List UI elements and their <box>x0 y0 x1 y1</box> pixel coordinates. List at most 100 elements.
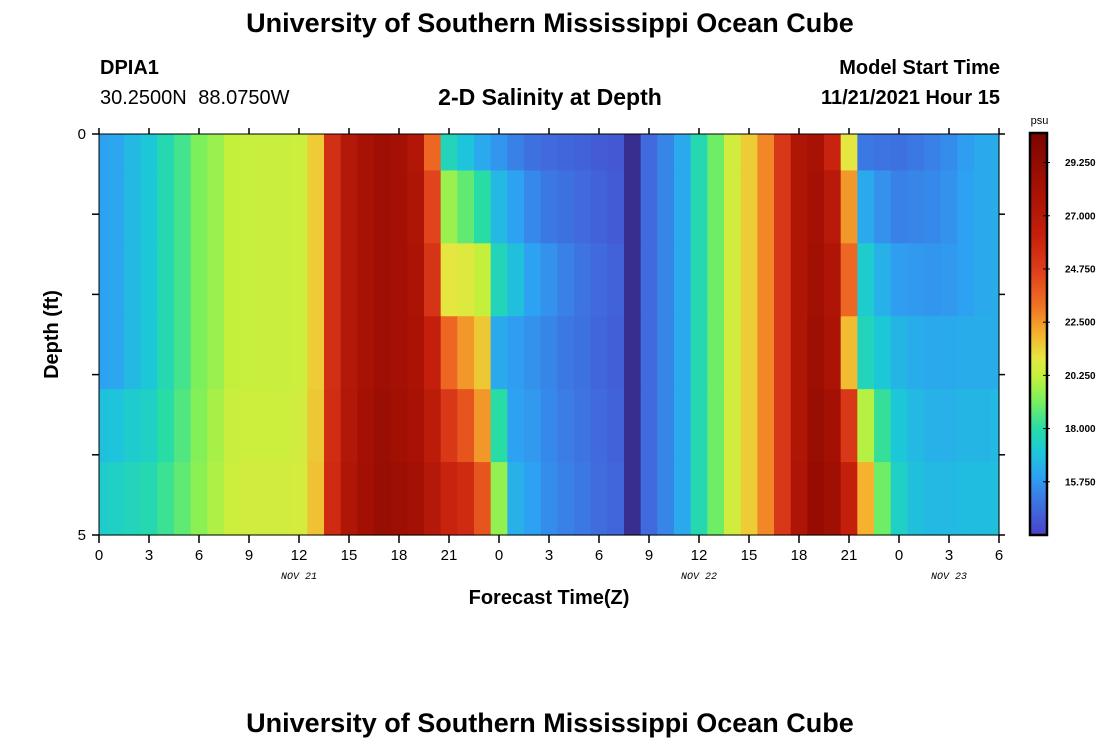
heatmap-cell <box>957 462 975 536</box>
heatmap-cell <box>540 462 558 536</box>
heatmap-cell <box>490 170 508 244</box>
heatmap-cell <box>257 243 275 317</box>
heatmap-cell <box>507 316 525 390</box>
heatmap-cell <box>140 462 158 536</box>
heatmap-cell <box>707 316 725 390</box>
heatmap-cell <box>157 389 175 463</box>
heatmap-cell <box>924 170 942 244</box>
heatmap-cell <box>557 316 575 390</box>
heatmap-cell <box>290 170 308 244</box>
heatmap-cell <box>124 134 142 172</box>
heatmap-cell <box>440 170 458 244</box>
heatmap-cell <box>224 243 242 317</box>
heatmap-cell <box>657 243 675 317</box>
heatmap-cell <box>657 134 675 172</box>
x-date-label: NOV 23 <box>931 572 967 583</box>
heatmap-cell <box>940 389 958 463</box>
heatmap-cell <box>274 462 292 536</box>
heatmap-cell <box>224 134 242 172</box>
heatmap-cell <box>374 316 392 390</box>
heatmap-cell <box>490 389 508 463</box>
x-tick-label: 0 <box>95 547 103 564</box>
heatmap-cell <box>990 462 1000 536</box>
heatmap-cell <box>624 243 642 317</box>
heatmap-cell <box>607 316 625 390</box>
heatmap-cell <box>574 170 592 244</box>
heatmap-cell <box>99 243 108 317</box>
heatmap-cell <box>907 316 925 390</box>
heatmap-cell <box>674 462 692 536</box>
heatmap-cell <box>974 462 992 536</box>
heatmap-cell <box>724 316 742 390</box>
heatmap-cell <box>99 462 108 536</box>
heatmap-cell <box>707 389 725 463</box>
heatmap-cell <box>390 462 408 536</box>
heatmap-cell <box>190 316 208 390</box>
heatmap-cell <box>140 243 158 317</box>
heatmap-cell <box>907 134 925 172</box>
heatmap-cell <box>524 170 542 244</box>
heatmap-cell <box>140 389 158 463</box>
heatmap-cell <box>407 243 425 317</box>
heatmap-cell <box>457 170 475 244</box>
heatmap-cell <box>324 462 342 536</box>
heatmap-cell <box>240 134 258 172</box>
x-tick-label: 0 <box>495 547 503 564</box>
heatmap-cell <box>740 170 758 244</box>
heatmap-cell <box>590 243 608 317</box>
heatmap-cell <box>924 389 942 463</box>
colorbar-label: 18.000 <box>1065 424 1096 435</box>
heatmap-cell <box>574 389 592 463</box>
heatmap-cell <box>324 316 342 390</box>
heatmap-cell <box>624 462 642 536</box>
heatmap-cell <box>374 243 392 317</box>
heatmap-cell <box>624 316 642 390</box>
heatmap-cell <box>707 170 725 244</box>
x-tick-label: 21 <box>841 547 858 564</box>
heatmap-cell <box>890 134 908 172</box>
heatmap-cell <box>157 170 175 244</box>
chart-title-top: University of Southern Mississippi Ocean… <box>246 8 854 38</box>
heatmap-cell <box>99 389 108 463</box>
heatmap-cell <box>924 316 942 390</box>
heatmap-cell <box>790 170 808 244</box>
heatmap-cell <box>340 134 358 172</box>
heatmap-cell <box>724 134 742 172</box>
heatmap-cell <box>174 389 192 463</box>
heatmap-cell <box>840 134 858 172</box>
x-axis: 0 3 6 9 12 15 18 21 0 3 6 9 12 15 18 21 0 3 6 NOV 21 NOV 22 N… <box>95 128 1003 583</box>
heatmap-cell <box>857 316 875 390</box>
heatmap-cell <box>690 170 708 244</box>
heatmap-cell <box>774 316 792 390</box>
heatmap-cell <box>824 243 842 317</box>
heatmap-cell <box>107 170 125 244</box>
heatmap-cell <box>957 134 975 172</box>
model-start-label: Model Start Time <box>839 57 1000 79</box>
heatmap-cell <box>207 243 225 317</box>
chart-title-bottom: University of Southern Mississippi Ocean… <box>246 708 854 738</box>
heatmap-cell <box>307 389 325 463</box>
heatmap-cell <box>857 389 875 463</box>
heatmap-cell <box>407 134 425 172</box>
heatmap-cell <box>240 243 258 317</box>
heatmap-cell <box>424 316 442 390</box>
heatmap-cell <box>574 134 592 172</box>
heatmap-cell <box>290 243 308 317</box>
heatmap-cell <box>307 316 325 390</box>
heatmap-cell <box>624 170 642 244</box>
heatmap-cell <box>674 389 692 463</box>
heatmap-cell <box>524 243 542 317</box>
heatmap-cell <box>657 170 675 244</box>
heatmap-cell <box>340 243 358 317</box>
colorbar-label: 20.250 <box>1065 371 1096 382</box>
heatmap-cell <box>990 316 1000 390</box>
heatmap-cell <box>324 134 342 172</box>
x-tick-label: 12 <box>691 547 708 564</box>
heatmap-cell <box>574 316 592 390</box>
heatmap-cell <box>874 170 892 244</box>
heatmap-cell <box>690 389 708 463</box>
heatmap-cell <box>390 243 408 317</box>
heatmap-cell <box>807 316 825 390</box>
heatmap-cell <box>307 243 325 317</box>
x-tick-label: 3 <box>545 547 553 564</box>
